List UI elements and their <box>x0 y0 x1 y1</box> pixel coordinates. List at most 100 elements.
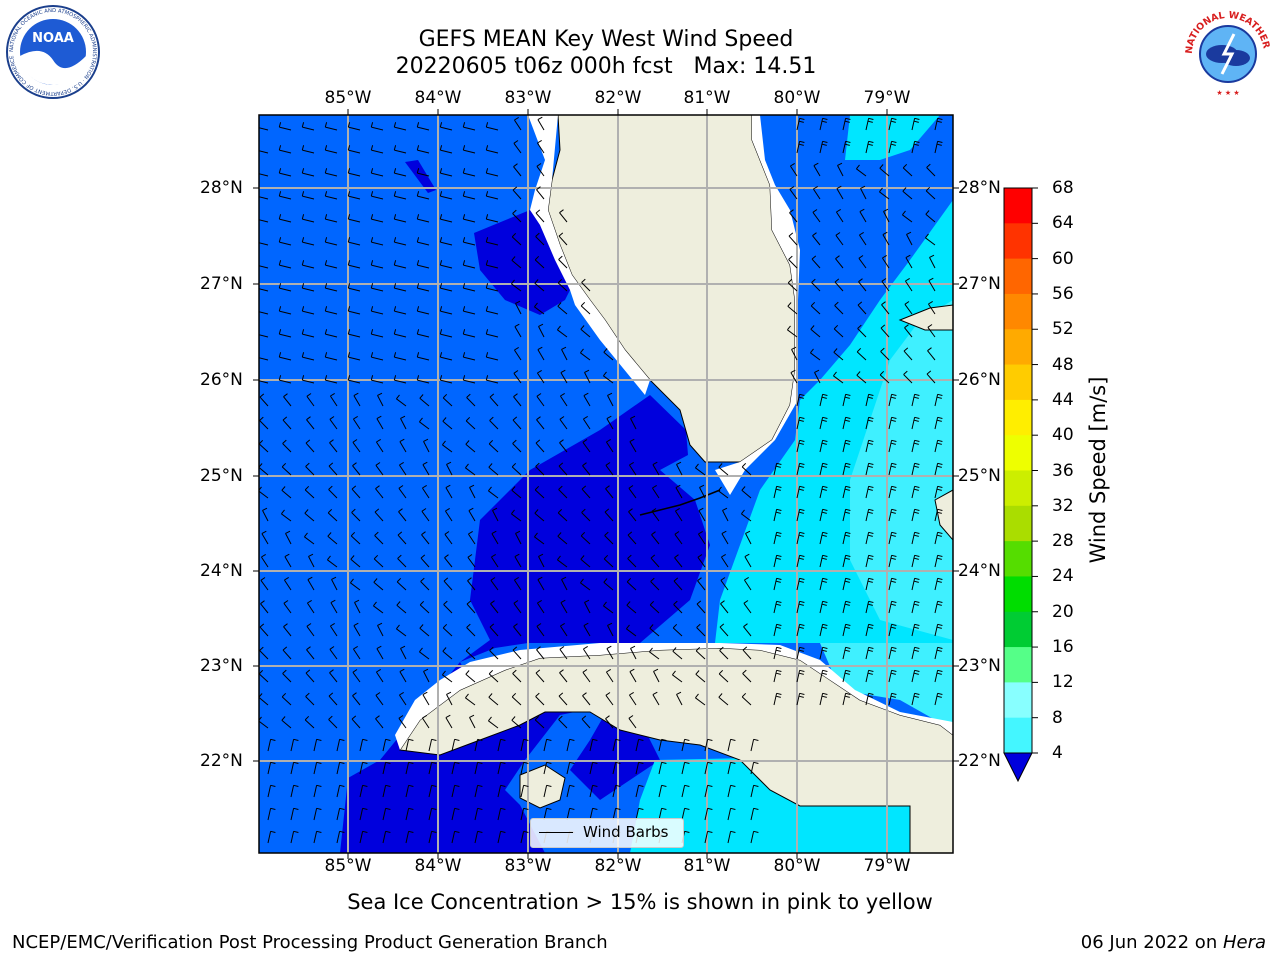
wind-barb <box>442 623 453 637</box>
wind-barb <box>537 576 545 591</box>
nws-logo: NATIONAL WEATHER SERVICE ★ ★ ★ <box>1178 4 1274 98</box>
wind-barb <box>589 761 598 775</box>
wind-barb <box>658 784 667 798</box>
wind-barb <box>278 352 292 361</box>
wind-barb <box>566 761 575 775</box>
wind-barb <box>911 117 920 131</box>
wind-barb <box>583 622 591 637</box>
wind-barb <box>307 576 315 591</box>
wind-barb <box>324 375 338 384</box>
wind-barb <box>352 645 361 660</box>
wind-zone-8-12 <box>630 758 930 853</box>
wind-barb <box>512 416 522 430</box>
wind-barb <box>865 623 874 637</box>
wind-barb <box>352 669 361 683</box>
wind-barb <box>469 484 476 499</box>
wind-barb <box>888 600 897 614</box>
wind-barb <box>773 577 782 591</box>
wind-barb <box>674 554 683 568</box>
wind-barb <box>741 692 752 706</box>
wind-barb <box>603 578 614 591</box>
wind-barb <box>836 185 844 200</box>
wind-barb <box>584 369 591 384</box>
wind-barb <box>858 255 867 269</box>
wind-barb <box>301 122 315 131</box>
wind-barb <box>819 462 828 476</box>
wind-barb <box>835 232 844 246</box>
wind-barb <box>419 600 430 614</box>
wind-barb <box>727 830 736 844</box>
wind-barb <box>422 691 430 706</box>
wind-barb <box>489 416 499 430</box>
wind-barb <box>393 214 407 223</box>
wind-barb <box>259 380 269 384</box>
wind-barb <box>856 371 867 384</box>
wind-barb <box>773 669 782 683</box>
wind-barb <box>888 508 897 522</box>
footer-date: 06 Jun 2022 on Hera <box>1081 932 1266 953</box>
wind-barb <box>351 715 361 729</box>
wind-barb <box>558 255 568 269</box>
wind-barb <box>581 485 591 499</box>
wind-barb <box>534 532 545 545</box>
wind-barb <box>511 256 522 269</box>
wind-barb <box>537 116 545 131</box>
wind-barb <box>934 600 943 614</box>
wind-barb <box>444 531 453 545</box>
wind-barb <box>324 168 338 177</box>
colorbar-tick-label: 12 <box>1052 672 1074 693</box>
wind-barb <box>559 646 568 660</box>
wind-barb <box>673 600 683 614</box>
wind-barb <box>469 714 476 729</box>
wind-barb <box>865 600 874 614</box>
wind-barb <box>589 738 598 752</box>
lon-label-bottom: 81°W <box>683 856 731 876</box>
wind-barb <box>789 186 798 200</box>
wind-barb <box>439 306 453 315</box>
wind-barb <box>350 531 361 545</box>
wind-barb <box>428 830 437 844</box>
wind-barb <box>444 507 453 522</box>
wind-barb <box>865 485 874 499</box>
wind-barb <box>513 116 522 131</box>
wind-barb <box>328 692 338 706</box>
lon-label-top: 82°W <box>594 88 642 108</box>
wind-barb <box>727 738 736 752</box>
wind-barb <box>796 485 805 499</box>
wind-barb <box>439 145 453 154</box>
colorbar-segment <box>1004 717 1032 754</box>
wind-barb <box>393 306 407 315</box>
wind-barb <box>347 329 361 338</box>
wind-barb <box>282 416 292 430</box>
wind-barb <box>750 738 759 752</box>
wind-barb <box>796 462 805 476</box>
wind-barb <box>819 531 828 545</box>
wind-barb <box>603 554 614 568</box>
wind-barb <box>306 393 315 407</box>
wind-barb <box>612 738 621 752</box>
wind-barb <box>719 623 729 637</box>
wind-barb <box>485 168 499 177</box>
wind-barb <box>336 784 345 798</box>
wind-barb <box>375 668 384 683</box>
wind-barb <box>284 553 292 568</box>
wind-barb <box>489 623 499 637</box>
wind-barb <box>652 691 660 706</box>
wind-barb <box>428 738 437 752</box>
wind-barb <box>538 553 545 568</box>
wind-barb <box>398 461 407 476</box>
colorbar-tick-label: 64 <box>1052 213 1074 234</box>
wind-barb <box>520 830 529 844</box>
wind-barb <box>347 214 361 223</box>
wind-barb <box>536 646 545 660</box>
wind-barb <box>888 669 897 683</box>
wind-barb <box>313 738 322 752</box>
wind-barb <box>439 237 453 246</box>
wind-barb <box>835 255 844 269</box>
wind-barb <box>630 415 637 430</box>
wind-barb <box>462 375 476 384</box>
colorbar-tick-label: 60 <box>1052 248 1074 269</box>
wind-barb <box>695 463 706 476</box>
wind-barb <box>559 392 568 407</box>
wind-barb <box>888 531 897 545</box>
